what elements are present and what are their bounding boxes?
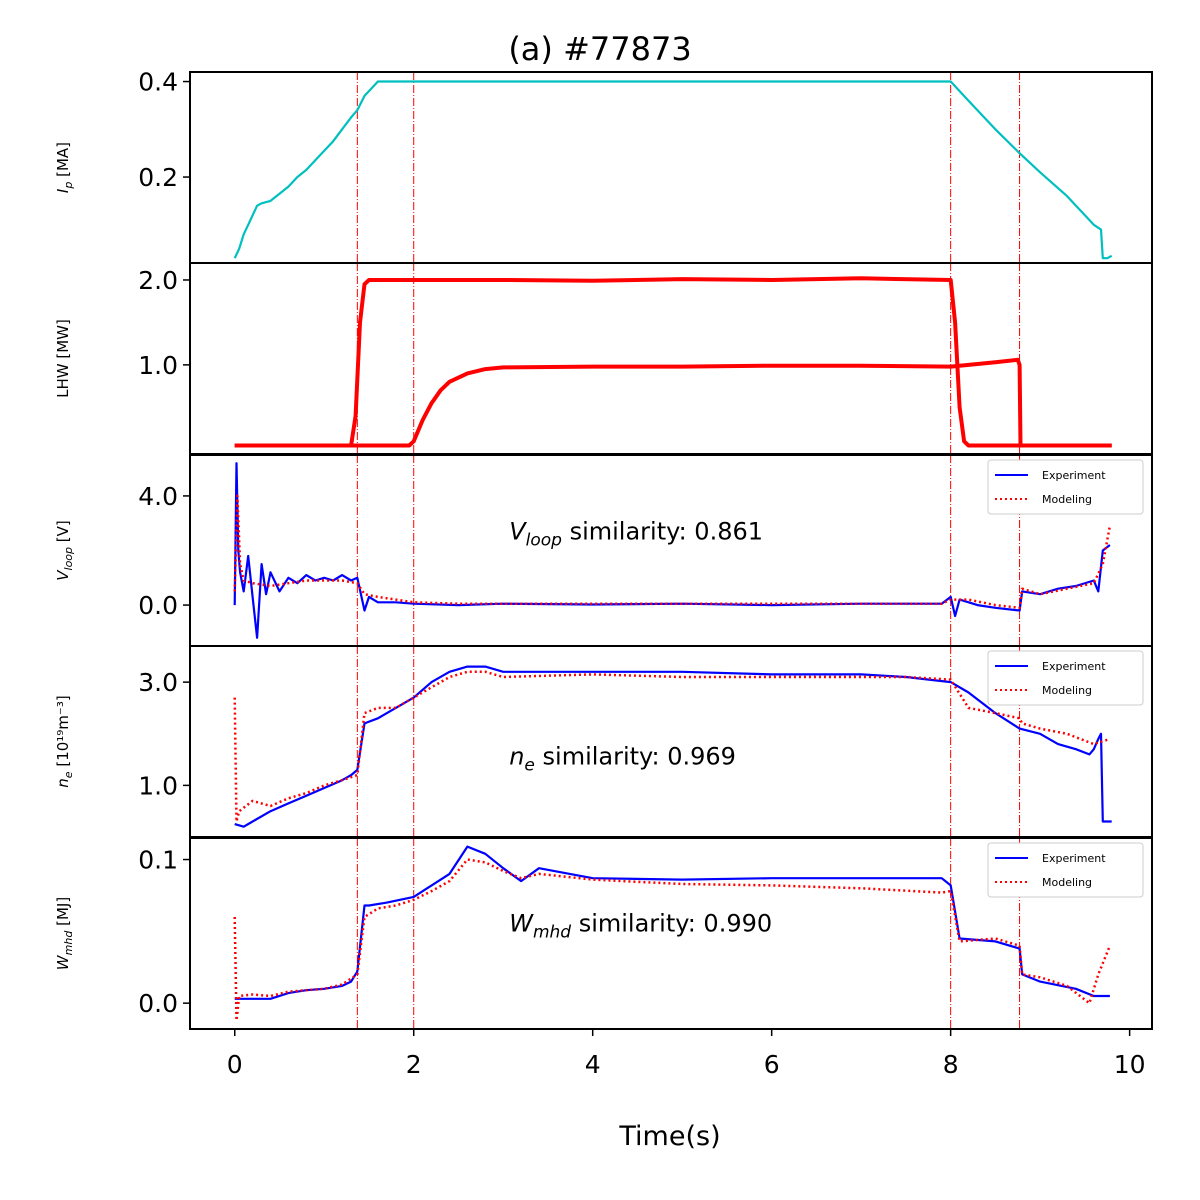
x-tick-label: 10 <box>1114 1050 1146 1079</box>
panel-lhw: 1.0 2.0 LHW [MW] <box>54 262 1153 455</box>
series-group <box>234 276 1112 448</box>
panel-vloop: 0.0 4.0 Vloop [V] Vloop similarity: 0.861 Ex… <box>54 454 1153 647</box>
y-tick-label: 4.0 <box>138 482 178 511</box>
series-line-ip <box>233 80 1113 260</box>
legend: Experiment Modeling <box>987 650 1144 706</box>
x-tick-label: 2 <box>406 1050 422 1079</box>
x-tick-label: 8 <box>943 1050 959 1079</box>
series-group <box>233 80 1113 260</box>
legend-modeling-label: Modeling <box>1042 876 1092 889</box>
panels: 0.2 0.4 Ip [MA] 1.0 2.0 LHW [MW] 0.0 4.0 Vloop [… <box>54 68 1153 1030</box>
legend-modeling-label: Modeling <box>1042 684 1092 697</box>
legend-box <box>987 459 1144 515</box>
series-line-experiment <box>234 665 1112 828</box>
x-tick-label: 6 <box>764 1050 780 1079</box>
legend-box <box>987 650 1144 706</box>
series-line-experiment <box>233 462 1111 639</box>
y-axis-label: Vloop [V] <box>54 520 75 581</box>
y-tick-label: 1.0 <box>138 351 178 380</box>
series-line-lhw-1 <box>234 276 1112 448</box>
y-tick-label: 1.0 <box>138 771 178 800</box>
y-axis-label: LHW [MW] <box>54 319 72 398</box>
series-line-lhw-2 <box>234 357 1112 448</box>
x-tick-label: 4 <box>585 1050 601 1079</box>
legend-experiment-label: Experiment <box>1042 469 1106 482</box>
similarity-annotation: Vloop similarity: 0.861 <box>509 518 763 551</box>
series-line-experiment <box>234 845 1110 1000</box>
series-group <box>233 462 1112 639</box>
y-tick-label: 3.0 <box>138 668 178 697</box>
y-tick-label: 0.0 <box>138 989 178 1018</box>
y-tick-label: 0.0 <box>138 591 178 620</box>
y-tick-label: 0.4 <box>138 68 178 97</box>
x-tick-label: 0 <box>227 1050 243 1079</box>
y-axis-label: ne [10¹⁹m⁻³] <box>54 695 75 787</box>
similarity-annotation: ne similarity: 0.969 <box>509 743 736 776</box>
panel-frame <box>189 262 1153 455</box>
panel-wmhd: 0.0 0.1 Wmhd [MJ] Wmhd similarity: 0.990 Exp… <box>54 837 1153 1030</box>
y-axis-label: Wmhd [MJ] <box>54 897 75 970</box>
y-tick-label: 2.0 <box>138 266 178 295</box>
chart-title: (a) #77873 <box>508 30 691 68</box>
series-line-modeling <box>233 494 1112 610</box>
similarity-annotation: Wmhd similarity: 0.990 <box>509 909 772 942</box>
series-line-modeling <box>233 670 1111 823</box>
panel-ip: 0.2 0.4 Ip [MA] <box>54 68 1153 264</box>
series-group <box>233 845 1112 1022</box>
panel-ne: 1.0 3.0 ne [10¹⁹m⁻³] ne similarity: 0.969 Ex… <box>54 645 1153 838</box>
panel-frame <box>189 837 1153 1030</box>
series-group <box>233 665 1112 828</box>
panel-frame <box>189 71 1153 264</box>
y-tick-label: 0.2 <box>138 163 178 192</box>
legend-experiment-label: Experiment <box>1042 852 1106 865</box>
y-axis-label: Ip [MA] <box>54 142 75 193</box>
x-axis-label: Time(s) <box>618 1121 720 1152</box>
legend-modeling-label: Modeling <box>1042 493 1092 506</box>
legend-experiment-label: Experiment <box>1042 660 1106 673</box>
legend: Experiment Modeling <box>987 459 1144 515</box>
y-tick-label: 0.1 <box>138 846 178 875</box>
x-axis: 0 2 4 6 8 10 <box>227 1029 1146 1079</box>
legend-box <box>987 842 1144 898</box>
legend: Experiment Modeling <box>987 842 1144 898</box>
